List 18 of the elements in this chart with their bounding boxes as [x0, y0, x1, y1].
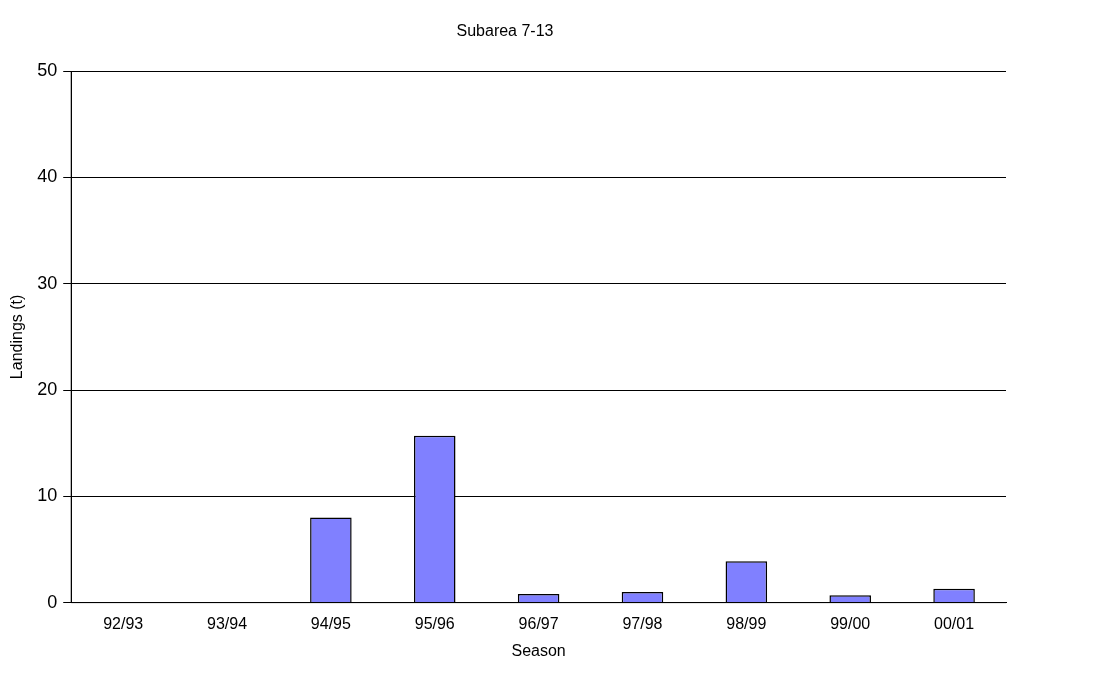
y-tick-label: 0: [47, 591, 58, 612]
x-tick-label: 97/98: [622, 614, 663, 632]
x-tick-label: 93/94: [206, 614, 248, 632]
x-tick-label: 99/00: [830, 614, 871, 632]
x-tick-label: 92/93: [103, 614, 144, 632]
x-tick-label: 94/95: [310, 614, 351, 632]
x-tick-label: 95/96: [414, 614, 455, 632]
y-tick-label: 40: [37, 166, 58, 187]
y-axis-title: Landings (t): [8, 294, 26, 380]
x-tick-label: 96/97: [518, 614, 559, 632]
x-tick-label: 00/01: [934, 614, 975, 632]
x-axis-title: Season: [511, 641, 566, 659]
y-tick-label: 10: [37, 485, 58, 506]
chart-title: Subarea 7-13: [456, 22, 554, 40]
y-tick-label: 50: [37, 60, 58, 81]
y-tick-label: 30: [37, 272, 58, 293]
y-tick-label: 20: [37, 379, 58, 400]
x-tick-label: 98/99: [726, 614, 767, 632]
